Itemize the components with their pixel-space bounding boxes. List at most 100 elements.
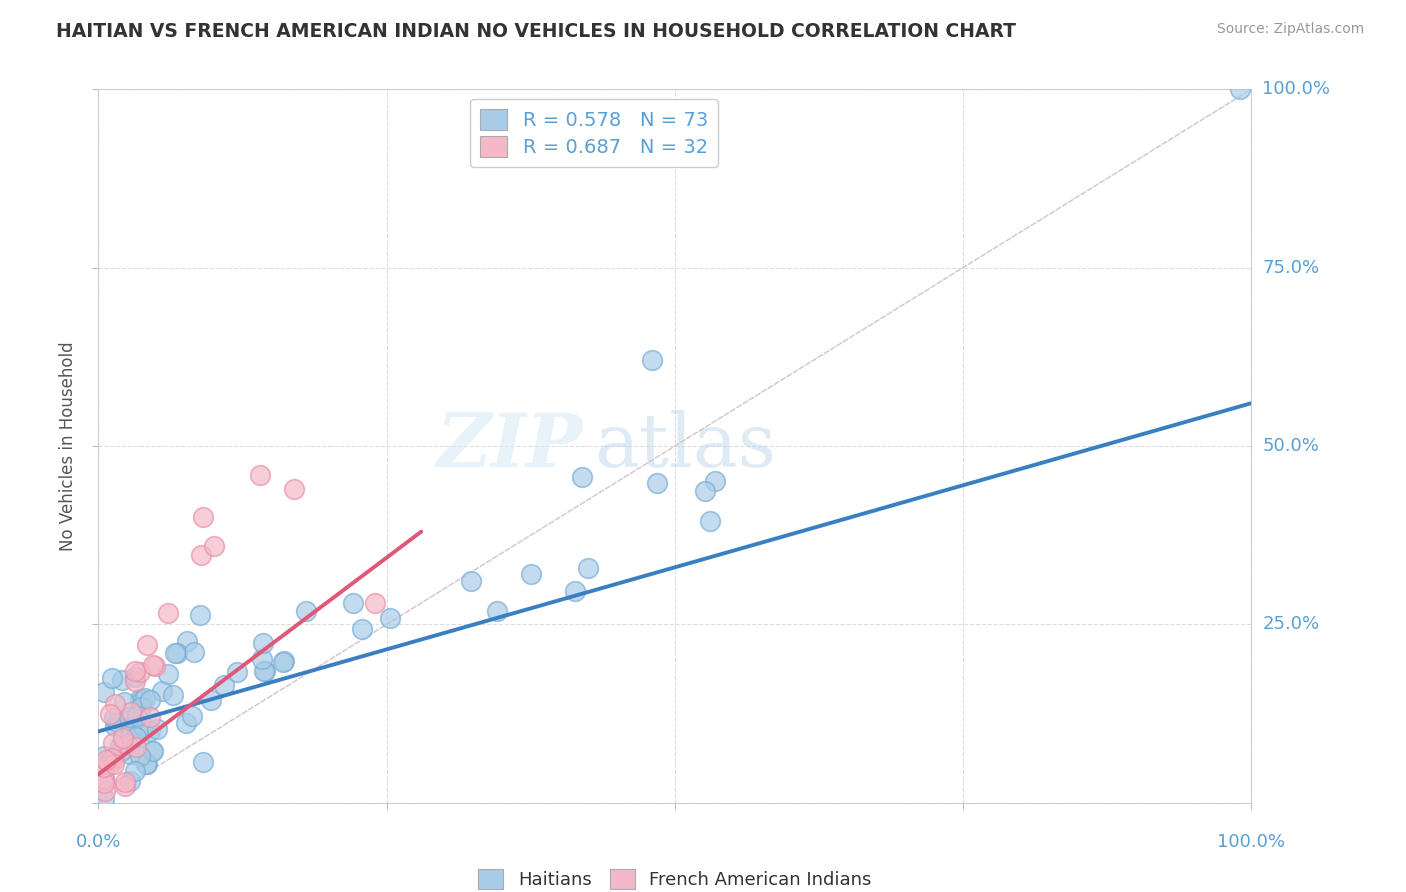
Point xyxy=(135,638,157,652)
Point xyxy=(162,688,184,702)
Point xyxy=(93,772,115,787)
Point xyxy=(101,671,124,685)
Point xyxy=(150,684,173,698)
Point xyxy=(93,684,115,698)
Y-axis label: No Vehicles in Household: No Vehicles in Household xyxy=(59,341,77,551)
Point xyxy=(519,567,541,582)
Point xyxy=(93,759,115,773)
Point xyxy=(135,757,157,772)
Point xyxy=(342,596,364,610)
Point xyxy=(200,693,222,707)
Point xyxy=(93,784,115,798)
Point xyxy=(283,482,305,496)
Point xyxy=(202,539,225,553)
Point xyxy=(142,658,165,673)
Point xyxy=(132,719,155,733)
Point xyxy=(114,695,136,709)
Point xyxy=(98,706,121,721)
Point xyxy=(127,723,149,737)
Point xyxy=(105,714,128,729)
Point xyxy=(214,678,236,692)
Point xyxy=(124,673,146,688)
Point xyxy=(176,634,198,648)
Point xyxy=(253,664,276,678)
Point xyxy=(183,645,205,659)
Point xyxy=(146,722,169,736)
Point xyxy=(157,606,180,620)
Point xyxy=(253,664,276,678)
Point xyxy=(131,693,153,707)
Point xyxy=(129,700,152,714)
Point xyxy=(121,718,143,732)
Point xyxy=(1229,82,1251,96)
Text: atlas: atlas xyxy=(595,409,776,483)
Text: 0.0%: 0.0% xyxy=(76,833,121,851)
Point xyxy=(129,691,152,706)
Point xyxy=(104,697,127,711)
Point xyxy=(352,622,374,636)
Point xyxy=(163,646,186,660)
Point xyxy=(139,710,162,724)
Point xyxy=(699,514,721,528)
Text: ZIP: ZIP xyxy=(436,409,582,483)
Point xyxy=(103,753,125,767)
Point xyxy=(128,665,150,680)
Legend: Haitians, French American Indians: Haitians, French American Indians xyxy=(471,862,879,892)
Point xyxy=(125,709,148,723)
Point xyxy=(141,744,163,758)
Point xyxy=(124,669,146,683)
Point xyxy=(118,747,141,761)
Point xyxy=(114,780,136,794)
Point xyxy=(110,744,132,758)
Point xyxy=(96,753,118,767)
Point xyxy=(120,706,142,720)
Point xyxy=(98,758,121,772)
Text: Source: ZipAtlas.com: Source: ZipAtlas.com xyxy=(1216,22,1364,37)
Point xyxy=(378,610,401,624)
Point xyxy=(226,665,249,679)
Text: 50.0%: 50.0% xyxy=(1263,437,1319,455)
Point xyxy=(252,652,274,666)
Point xyxy=(364,596,387,610)
Point xyxy=(124,664,146,678)
Point xyxy=(191,509,214,524)
Point xyxy=(134,691,156,706)
Point xyxy=(647,475,669,490)
Point xyxy=(138,724,160,739)
Point xyxy=(124,764,146,779)
Point xyxy=(103,756,125,771)
Point xyxy=(188,607,211,622)
Point xyxy=(112,731,135,745)
Point xyxy=(485,604,508,618)
Point xyxy=(135,757,157,772)
Point xyxy=(564,583,586,598)
Point xyxy=(190,548,212,562)
Text: 25.0%: 25.0% xyxy=(1263,615,1320,633)
Point xyxy=(93,776,115,790)
Point xyxy=(104,719,127,733)
Point xyxy=(117,710,139,724)
Point xyxy=(114,774,136,789)
Point xyxy=(191,755,214,769)
Text: 100.0%: 100.0% xyxy=(1263,80,1330,98)
Point xyxy=(157,666,180,681)
Point xyxy=(120,723,142,738)
Point xyxy=(641,353,664,368)
Point xyxy=(93,773,115,788)
Point xyxy=(166,646,188,660)
Text: 100.0%: 100.0% xyxy=(1218,833,1285,851)
Point xyxy=(125,739,148,754)
Point xyxy=(295,604,318,618)
Point xyxy=(460,574,482,588)
Point xyxy=(138,693,160,707)
Point xyxy=(111,673,134,688)
Point xyxy=(97,755,120,769)
Point xyxy=(115,737,138,751)
Point xyxy=(249,467,271,482)
Point xyxy=(578,561,600,575)
Point xyxy=(273,654,295,668)
Point xyxy=(142,744,165,758)
Point xyxy=(180,708,202,723)
Point xyxy=(129,748,152,763)
Point xyxy=(143,659,166,673)
